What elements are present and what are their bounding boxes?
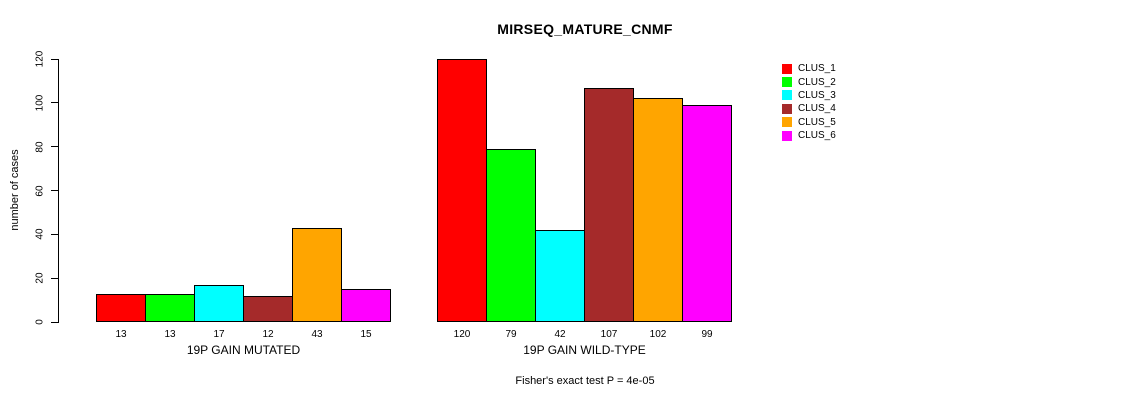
y-tick-label: 100 [34,94,46,112]
bar-clus_3-group2 [535,229,585,322]
bar-value-label: 15 [360,329,372,340]
legend-entry-clus_1: CLUS_1 [782,62,836,75]
bar-value-label: 42 [554,329,566,340]
legend-label: CLUS_1 [798,63,836,75]
bar-clus_6-group2 [682,105,732,322]
bar-clus_6-group1 [341,289,391,322]
y-tick-label: 20 [34,272,46,284]
legend: CLUS_1 CLUS_2 CLUS_3 CLUS_4 CLUS_5 CLUS_6 [782,62,836,142]
bar-value-label: 102 [649,329,667,340]
bar-value-label: 17 [213,329,225,340]
legend-swatch-icon [782,130,792,141]
legend-label: CLUS_6 [798,130,836,142]
group-label: 19P GAIN WILD-TYPE [523,343,646,357]
chart-title: MIRSEQ_MATURE_CNMF [497,21,673,37]
bar-clus_5-group2 [633,98,683,322]
y-tick-label: 0 [34,319,46,325]
bar-value-label: 12 [262,329,274,340]
bar-value-label: 13 [164,329,176,340]
bar-clus_2-group2 [486,148,536,322]
y-tick-mark [51,146,58,148]
y-tick-label: 120 [34,50,46,68]
y-tick-mark [51,58,58,60]
bar-clus_4-group1 [243,295,293,322]
bar-clus_5-group1 [292,227,342,322]
legend-swatch-icon [782,117,792,128]
legend-entry-clus_4: CLUS_4 [782,102,836,115]
legend-entry-clus_2: CLUS_2 [782,75,836,88]
bar-value-label: 43 [311,329,323,340]
y-tick-mark [51,233,58,235]
y-axis-line [58,59,59,323]
y-tick-label: 60 [34,184,46,197]
legend-swatch-icon [782,90,792,101]
y-tick-label: 80 [34,141,46,153]
bar-value-label: 79 [505,329,517,340]
legend-label: CLUS_3 [798,89,836,101]
bar-value-label: 13 [115,329,127,340]
legend-label: CLUS_5 [798,116,836,128]
bar-value-label: 107 [600,329,618,340]
legend-label: CLUS_2 [798,76,836,88]
legend-swatch-icon [782,77,792,88]
legend-swatch-icon [782,103,792,114]
legend-label: CLUS_4 [798,103,836,115]
legend-entry-clus_5: CLUS_5 [782,116,836,129]
bar-clus_3-group1 [194,284,244,322]
y-tick-mark [51,321,58,323]
bar-value-label: 120 [453,329,471,340]
legend-entry-clus_6: CLUS_6 [782,129,836,142]
y-axis-label: number of cases [9,149,21,231]
bar-clus_2-group1 [145,293,195,322]
y-tick-mark [51,277,58,279]
annotation-text: Fisher's exact test P = 4e-05 [515,375,655,387]
group-label: 19P GAIN MUTATED [186,343,301,357]
bar-value-label: 99 [701,329,713,340]
bar-clus_1-group2 [437,59,487,322]
legend-entry-clus_3: CLUS_3 [782,89,836,102]
y-tick-mark [51,102,58,104]
y-tick-mark [51,190,58,191]
bar-clus_1-group1 [96,293,146,322]
legend-swatch-icon [782,63,792,74]
y-tick-label: 40 [34,228,46,240]
bar-clus_4-group2 [584,87,634,322]
